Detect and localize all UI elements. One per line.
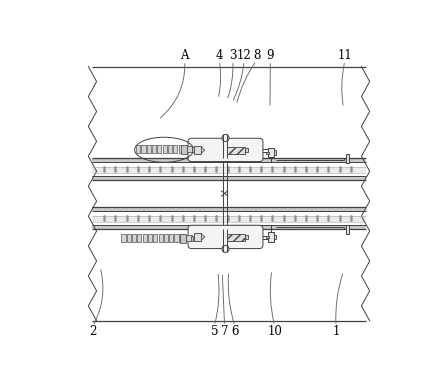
Bar: [159, 234, 163, 242]
Polygon shape: [201, 147, 205, 153]
Text: 12: 12: [237, 49, 251, 62]
Text: 9: 9: [266, 49, 274, 62]
Bar: [178, 145, 183, 153]
Bar: [169, 234, 173, 242]
Bar: [148, 234, 152, 242]
Bar: [180, 234, 186, 243]
Bar: [163, 145, 167, 153]
Bar: [142, 145, 146, 153]
Text: 11: 11: [337, 49, 352, 62]
Bar: [194, 232, 201, 242]
Bar: [152, 145, 156, 153]
Bar: [121, 234, 126, 242]
Bar: [136, 145, 140, 153]
Bar: [266, 236, 269, 238]
Polygon shape: [201, 234, 205, 240]
Bar: [92, 225, 365, 229]
Text: 5: 5: [210, 325, 218, 338]
Circle shape: [222, 246, 229, 252]
Bar: [345, 225, 349, 234]
Bar: [274, 151, 276, 155]
FancyBboxPatch shape: [188, 138, 263, 162]
Bar: [191, 147, 194, 152]
Bar: [345, 154, 349, 163]
Bar: [186, 235, 191, 241]
Bar: [268, 232, 274, 242]
Bar: [268, 148, 274, 157]
Bar: [245, 235, 248, 239]
Bar: [132, 234, 136, 242]
Bar: [173, 145, 178, 153]
Bar: [153, 234, 157, 242]
FancyBboxPatch shape: [188, 225, 263, 249]
Bar: [127, 234, 131, 242]
Bar: [92, 207, 365, 211]
Bar: [227, 147, 245, 154]
Bar: [92, 176, 365, 180]
Bar: [245, 148, 248, 152]
Bar: [191, 236, 193, 241]
Bar: [174, 234, 178, 242]
Bar: [266, 152, 269, 154]
Bar: [168, 145, 172, 153]
Text: 3: 3: [229, 49, 237, 62]
Bar: [143, 234, 147, 242]
Bar: [157, 145, 162, 153]
Text: 8: 8: [253, 49, 260, 62]
Bar: [274, 234, 276, 239]
Text: A: A: [181, 49, 189, 62]
Text: 4: 4: [215, 49, 223, 62]
Bar: [194, 146, 201, 154]
Bar: [180, 234, 184, 242]
Text: 7: 7: [221, 325, 228, 338]
Bar: [92, 216, 365, 222]
Bar: [181, 145, 187, 154]
Circle shape: [222, 134, 229, 141]
Text: 10: 10: [267, 325, 282, 338]
Text: 2: 2: [89, 325, 96, 338]
Bar: [227, 234, 245, 241]
Bar: [187, 146, 192, 152]
Bar: [164, 234, 168, 242]
Bar: [92, 167, 365, 173]
Text: 1: 1: [333, 325, 340, 338]
Bar: [137, 234, 142, 242]
Text: 6: 6: [231, 325, 239, 338]
Bar: [92, 158, 365, 162]
Bar: [147, 145, 151, 153]
